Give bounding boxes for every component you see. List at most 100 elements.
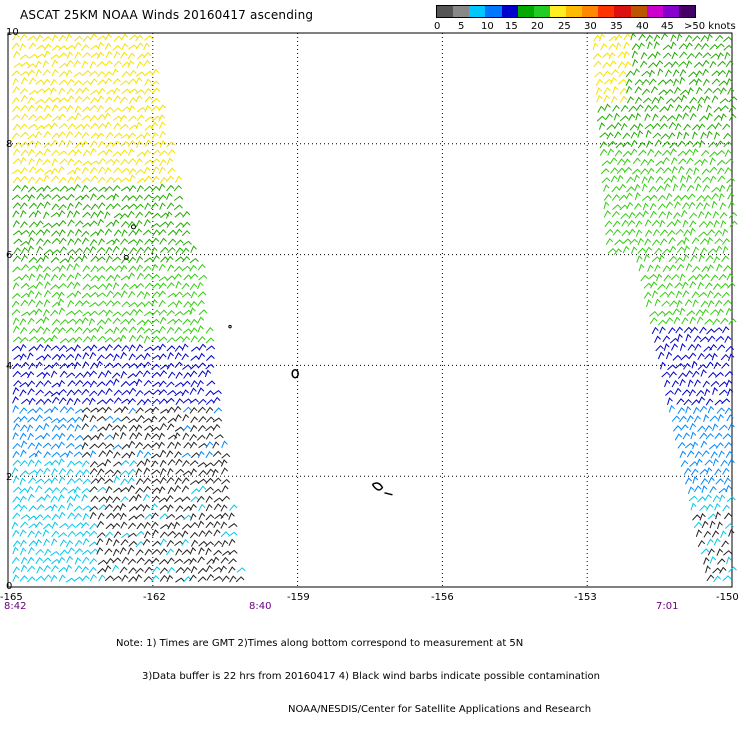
wind-barb bbox=[143, 87, 152, 95]
wind-barb bbox=[35, 300, 44, 308]
wind-barb bbox=[59, 549, 68, 556]
map-canvas bbox=[7, 32, 738, 588]
wind-barb bbox=[51, 291, 61, 298]
wind-barb bbox=[90, 122, 99, 130]
wind-barb bbox=[88, 318, 96, 326]
wind-barb bbox=[159, 150, 168, 157]
wind-barb bbox=[112, 202, 121, 210]
wind-barb bbox=[197, 281, 204, 290]
wind-barb bbox=[106, 274, 115, 282]
wind-barb bbox=[165, 495, 174, 502]
wind-barb bbox=[20, 61, 30, 67]
wind-barb bbox=[190, 452, 200, 459]
wind-barb bbox=[143, 575, 153, 583]
wind-barb bbox=[104, 478, 114, 485]
wind-barb bbox=[28, 77, 37, 85]
wind-barb bbox=[127, 158, 137, 165]
wind-barb bbox=[603, 194, 612, 201]
wind-barb bbox=[644, 229, 653, 237]
wind-barb bbox=[19, 221, 28, 228]
wind-barb bbox=[74, 548, 83, 555]
wind-barb bbox=[709, 166, 718, 174]
wind-barb bbox=[700, 548, 710, 555]
wind-barb bbox=[58, 139, 66, 148]
wind-barb bbox=[105, 246, 113, 254]
wind-barb bbox=[671, 380, 679, 388]
wind-barb bbox=[637, 247, 646, 254]
wind-barb bbox=[167, 264, 175, 272]
wind-barb bbox=[65, 539, 74, 548]
wind-barb bbox=[97, 238, 105, 246]
wind-barb bbox=[144, 238, 153, 246]
wind-barb bbox=[686, 157, 694, 165]
wind-barb bbox=[136, 415, 145, 422]
wind-barb bbox=[135, 530, 145, 537]
wind-barb bbox=[75, 522, 84, 528]
wind-barb bbox=[81, 300, 90, 307]
wind-barb bbox=[28, 328, 38, 335]
wind-barb bbox=[51, 503, 58, 512]
wind-barb bbox=[104, 565, 112, 573]
wind-barb bbox=[43, 398, 52, 405]
wind-barb bbox=[28, 211, 37, 218]
wind-barb bbox=[43, 299, 51, 307]
wind-barb bbox=[97, 176, 106, 184]
wind-barb bbox=[43, 344, 52, 352]
wind-barb bbox=[13, 276, 23, 282]
wind-barb bbox=[189, 531, 199, 539]
wind-barb bbox=[706, 130, 713, 139]
wind-barb bbox=[160, 246, 169, 253]
wind-barb bbox=[671, 415, 681, 422]
wind-barb bbox=[204, 530, 213, 537]
wind-barb bbox=[714, 229, 723, 237]
wind-barb bbox=[158, 558, 168, 565]
wind-barb bbox=[119, 114, 128, 122]
wind-barb bbox=[43, 416, 53, 422]
wind-barb bbox=[44, 97, 53, 104]
wind-barb bbox=[104, 77, 113, 85]
wind-barb bbox=[669, 300, 678, 307]
wind-barb bbox=[712, 458, 719, 467]
wind-barb bbox=[35, 406, 44, 414]
wind-barb bbox=[67, 547, 75, 555]
wind-barb bbox=[120, 431, 127, 440]
wind-barb bbox=[26, 485, 34, 494]
wind-barb bbox=[97, 442, 107, 449]
wind-barb bbox=[717, 167, 725, 175]
wind-barb bbox=[105, 203, 114, 210]
wind-barb bbox=[687, 275, 697, 281]
wind-barb bbox=[603, 210, 611, 218]
wind-barb bbox=[19, 33, 28, 41]
wind-barb bbox=[167, 229, 177, 236]
wind-barb bbox=[73, 397, 81, 406]
wind-barb bbox=[726, 496, 736, 503]
wind-barb bbox=[58, 379, 66, 388]
wind-barb bbox=[104, 71, 113, 78]
wind-barb bbox=[67, 95, 75, 103]
wind-barb bbox=[191, 488, 200, 495]
wind-barb bbox=[229, 575, 237, 583]
wind-barb bbox=[89, 573, 97, 582]
wind-barb bbox=[67, 238, 75, 246]
wind-barb bbox=[640, 159, 648, 166]
wind-barb bbox=[712, 211, 720, 219]
wind-barb bbox=[66, 477, 75, 485]
wind-barb bbox=[167, 149, 176, 156]
wind-barb bbox=[665, 192, 673, 201]
wind-barb bbox=[88, 541, 98, 547]
wind-barb bbox=[648, 78, 657, 86]
wind-barb bbox=[43, 422, 50, 431]
wind-barb bbox=[632, 58, 639, 67]
wind-barb bbox=[44, 548, 52, 556]
wind-barb bbox=[722, 504, 730, 512]
wind-barb bbox=[81, 87, 90, 94]
wind-barb bbox=[628, 228, 636, 236]
wind-barb bbox=[42, 371, 51, 379]
wind-barb bbox=[667, 397, 673, 406]
wind-barb bbox=[113, 461, 123, 467]
wind-barb bbox=[158, 415, 167, 423]
wind-barb bbox=[66, 397, 74, 405]
wind-barb bbox=[135, 34, 144, 42]
wind-barb bbox=[654, 150, 662, 158]
wind-barb bbox=[189, 479, 200, 486]
